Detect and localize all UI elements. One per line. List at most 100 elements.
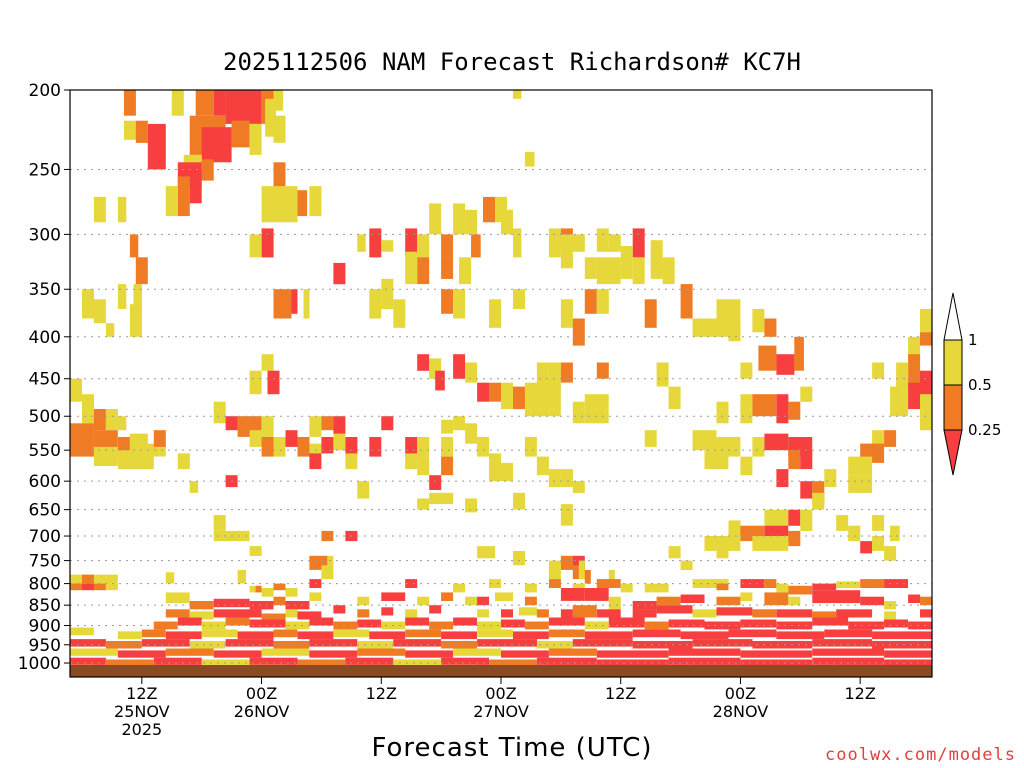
heatmap-cell: [548, 629, 585, 638]
heatmap-cell: [165, 609, 190, 618]
heatmap-cell: [477, 639, 537, 647]
heatmap-cell: [908, 354, 921, 387]
heatmap-cell: [824, 629, 873, 638]
colorbar-top-arrow: [943, 292, 963, 341]
heatmap-cell: [572, 318, 585, 346]
heatmap-cell: [70, 627, 94, 636]
heatmap-cell: [872, 641, 932, 649]
heatmap-cell: [764, 509, 789, 526]
heatmap-cell: [123, 120, 136, 140]
heatmap-cell: [848, 475, 873, 493]
heatmap-cell: [231, 120, 250, 148]
heatmap-cell: [297, 611, 322, 620]
heatmap-cell: [265, 98, 276, 137]
heatmap-cell: [656, 362, 669, 387]
heatmap-cell: [213, 650, 262, 658]
heatmap-cell: [453, 648, 501, 656]
heatmap-cell: [273, 162, 286, 191]
heatmap-cell: [908, 336, 921, 359]
heatmap-cell: [285, 588, 298, 597]
heatmap-cell: [321, 565, 334, 580]
heatmap-cell: [740, 394, 753, 424]
heatmap-cell: [644, 430, 657, 447]
heatmap-cell: [656, 596, 681, 606]
x-tick-label: 00Z: [485, 684, 516, 703]
heatmap-cell: [501, 650, 549, 658]
heatmap-cell: [513, 228, 522, 258]
y-axis-ticks: 200 250 300 350 400 450 500 550 600 650 700 750 8008…: [18, 81, 70, 674]
heatmap-cell: [644, 299, 657, 328]
heatmap-cell: [560, 504, 573, 526]
heatmap-cell: [752, 609, 777, 618]
heatmap-cell: [920, 596, 932, 606]
heatmap-cell: [249, 546, 262, 556]
y-tick-label: 350: [29, 280, 61, 300]
heatmap-cell: [578, 560, 585, 580]
heatmap-cell: [920, 309, 932, 333]
heatmap-cell: [536, 657, 597, 665]
heatmap-cell: [93, 583, 106, 591]
heatmap-cell: [189, 601, 214, 610]
heatmap-cell: [189, 169, 202, 204]
heatmap-cell: [417, 257, 430, 285]
heatmap-cell: [453, 289, 466, 319]
heatmap-cell: [249, 657, 298, 665]
heatmap-cell: [189, 641, 226, 649]
heatmap-cell: [441, 289, 454, 314]
source-credit[interactable]: coolwx.com/models: [825, 745, 1016, 765]
heatmap-cell: [524, 151, 535, 167]
colorbar-label: 0.25: [968, 421, 1001, 439]
heatmap-cell: [465, 362, 478, 383]
heatmap-cell: [237, 570, 246, 584]
heatmap-cell: [153, 621, 178, 630]
heatmap-cell: [357, 234, 366, 252]
heatmap-cell: [477, 382, 490, 402]
heatmap-cell: [141, 629, 166, 638]
heatmap-cell: [596, 659, 669, 667]
heatmap-cell: [740, 579, 765, 588]
heatmap-cell: [788, 401, 801, 420]
heatmap-cell: [513, 551, 525, 566]
y-tick-label: 950: [29, 636, 61, 656]
heatmap-cell: [501, 609, 513, 618]
heatmap-cell: [812, 639, 873, 647]
heatmap-cell: [153, 657, 202, 665]
heatmap-cell: [728, 629, 777, 638]
heatmap-cell: [764, 433, 789, 451]
heatmap-cell: [548, 228, 561, 258]
y-tick-label: 550: [29, 441, 61, 461]
y-tick-label: 300: [29, 225, 61, 245]
heatmap-cell: [441, 641, 477, 649]
heatmap-cell: [513, 90, 522, 99]
heatmap-cell: [417, 234, 430, 258]
heatmap-cell: [800, 509, 813, 531]
heatmap-cell: [668, 657, 741, 665]
heatmap-cell: [584, 570, 591, 584]
heatmap-cell: [812, 583, 837, 591]
heatmap-cell: [297, 631, 334, 640]
heatmap-cell: [519, 607, 537, 616]
heatmap-cell: [524, 437, 537, 457]
heatmap-cell: [345, 657, 394, 665]
heatmap-cell: [201, 127, 232, 163]
heatmap-cell: [632, 609, 657, 618]
heatmap-cell: [105, 409, 118, 431]
heatmap-cell: [776, 609, 813, 618]
heatmap-cell: [524, 583, 537, 593]
heatmap-cell: [309, 592, 322, 601]
heatmap-cell: [249, 370, 262, 395]
colorbar: 1 0.5 0.25: [943, 292, 1001, 476]
heatmap-cell: [560, 555, 573, 570]
heatmap-cell: [668, 546, 681, 559]
heatmap-cell: [135, 257, 148, 285]
heatmap-cell: [381, 240, 394, 252]
heatmap-cell: [273, 115, 286, 143]
y-tick-label: 650: [29, 501, 61, 521]
heatmap-cell: [417, 498, 430, 510]
y-tick-label: 450: [29, 370, 61, 390]
heatmap-cell: [117, 631, 142, 640]
heatmap-cell: [165, 572, 175, 584]
heatmap-cell: [345, 437, 358, 457]
heatmap-cell: [848, 621, 885, 630]
heatmap-cell: [572, 401, 585, 424]
